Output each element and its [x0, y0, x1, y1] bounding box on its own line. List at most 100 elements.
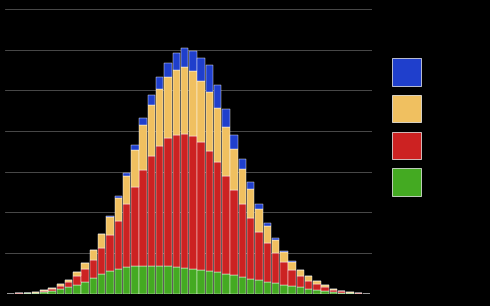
Bar [239, 159, 246, 169]
Bar [296, 276, 304, 287]
Bar [32, 292, 39, 293]
Bar [156, 146, 163, 266]
Bar [164, 266, 171, 294]
Bar [181, 66, 188, 134]
Bar [197, 58, 205, 80]
Bar [255, 204, 263, 209]
Bar [338, 291, 345, 293]
Bar [189, 71, 196, 136]
Bar [90, 278, 97, 294]
Bar [214, 272, 221, 294]
Bar [264, 243, 271, 282]
Bar [172, 135, 180, 267]
Bar [98, 274, 105, 294]
Bar [57, 286, 64, 289]
Bar [280, 285, 288, 294]
Bar [147, 95, 155, 105]
Bar [40, 292, 48, 294]
Bar [115, 196, 122, 198]
Bar [115, 269, 122, 294]
Bar [106, 271, 114, 294]
Bar [106, 215, 114, 217]
Bar [65, 287, 73, 294]
Bar [81, 263, 89, 269]
Bar [255, 209, 263, 232]
Bar [313, 281, 320, 284]
Bar [189, 269, 196, 294]
Bar [57, 284, 64, 286]
Bar [230, 149, 238, 190]
Bar [139, 118, 147, 125]
Bar [32, 293, 39, 294]
Bar [222, 176, 230, 274]
Bar [264, 282, 271, 294]
Bar [280, 263, 288, 285]
Bar [296, 287, 304, 294]
Bar [73, 277, 81, 285]
Bar [164, 138, 171, 266]
Bar [272, 253, 279, 283]
Bar [65, 280, 73, 282]
Bar [172, 70, 180, 135]
Bar [115, 198, 122, 221]
Bar [156, 266, 163, 294]
Bar [90, 251, 97, 259]
Bar [214, 85, 221, 108]
Bar [106, 217, 114, 235]
Bar [156, 77, 163, 89]
Bar [98, 234, 105, 248]
Bar [330, 292, 337, 294]
Bar [305, 289, 313, 294]
Bar [272, 238, 279, 240]
Bar [147, 266, 155, 294]
Bar [98, 248, 105, 274]
Bar [230, 135, 238, 149]
Bar [147, 156, 155, 266]
Bar [115, 221, 122, 269]
Bar [280, 251, 288, 252]
Bar [230, 275, 238, 294]
Bar [206, 151, 213, 271]
Bar [338, 293, 345, 294]
Bar [214, 108, 221, 162]
Bar [106, 235, 114, 271]
Bar [81, 282, 89, 294]
Bar [222, 109, 230, 128]
Bar [65, 282, 73, 287]
Bar [49, 288, 56, 289]
Bar [321, 287, 329, 291]
Bar [181, 268, 188, 294]
Bar [131, 187, 139, 266]
Bar [139, 170, 147, 266]
Bar [230, 190, 238, 275]
Bar [222, 128, 230, 176]
Bar [289, 286, 296, 294]
Bar [255, 232, 263, 280]
Bar [24, 293, 31, 294]
Bar [131, 266, 139, 294]
Bar [296, 270, 304, 276]
Bar [123, 176, 130, 204]
Bar [181, 134, 188, 268]
Bar [272, 240, 279, 253]
Bar [289, 262, 296, 270]
Bar [255, 280, 263, 294]
Bar [123, 267, 130, 294]
Bar [313, 290, 320, 294]
Bar [321, 291, 329, 294]
Bar [239, 277, 246, 294]
Bar [40, 290, 48, 291]
Bar [239, 204, 246, 277]
Bar [346, 293, 354, 294]
Bar [90, 259, 97, 278]
Bar [206, 65, 213, 92]
Bar [123, 173, 130, 176]
Bar [81, 269, 89, 282]
Bar [206, 271, 213, 294]
Bar [131, 145, 139, 151]
Bar [131, 151, 139, 187]
Bar [214, 162, 221, 272]
Bar [247, 218, 254, 279]
Bar [181, 48, 188, 66]
Bar [164, 63, 171, 77]
